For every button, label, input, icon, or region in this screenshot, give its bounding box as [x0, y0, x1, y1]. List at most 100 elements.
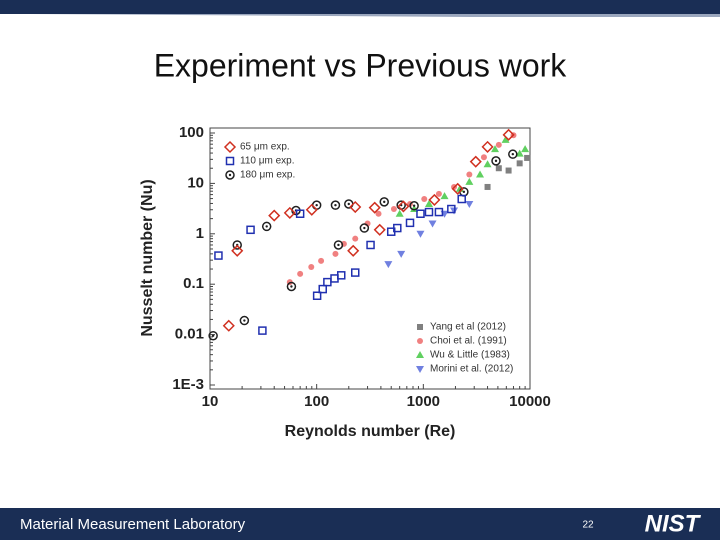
marker: [268, 209, 281, 222]
marker: [457, 194, 466, 204]
marker: [323, 277, 332, 287]
marker: [305, 203, 318, 216]
marker: [336, 271, 346, 280]
marker: [435, 190, 442, 197]
x-tick-label: 10: [202, 393, 219, 410]
legend-marker: [223, 140, 237, 154]
marker: [440, 192, 449, 200]
marker: [283, 206, 296, 219]
marker: [246, 225, 255, 235]
marker: [297, 270, 304, 277]
marker: [261, 221, 272, 232]
legend-marker: [225, 170, 235, 180]
marker: [222, 319, 235, 332]
footer-bar: [0, 508, 720, 540]
marker: [214, 251, 223, 260]
marker-dot: [363, 226, 366, 230]
marker: [368, 201, 381, 214]
marker-dot: [315, 203, 318, 207]
marker: [521, 145, 530, 153]
marker: [352, 235, 359, 242]
x-tick-label: 1000: [407, 393, 440, 410]
marker: [451, 182, 464, 195]
x-axis-label: Reynolds number (Re): [285, 423, 456, 440]
marker: [347, 244, 360, 257]
marker: [232, 240, 242, 250]
marker: [495, 165, 502, 172]
marker: [286, 281, 297, 292]
footer-text: Material Measurement Laboratory: [20, 516, 246, 533]
marker: [491, 156, 501, 166]
marker: [424, 207, 434, 217]
marker: [332, 250, 339, 257]
marker: [505, 167, 512, 174]
marker: [416, 209, 425, 218]
marker-dot: [347, 202, 350, 206]
marker: [495, 141, 502, 148]
marker: [208, 330, 218, 341]
legend-marker: [417, 324, 423, 330]
marker: [508, 149, 518, 159]
marker: [424, 200, 433, 208]
marker-dot: [265, 225, 268, 228]
legend-label: 110 μm exp.: [240, 156, 295, 167]
marker: [481, 140, 494, 153]
marker: [416, 230, 425, 238]
marker: [390, 206, 397, 213]
marker-dot: [383, 200, 386, 204]
marker: [384, 261, 393, 269]
top-accent: [30, 14, 720, 17]
marker-dot: [462, 190, 466, 194]
marker: [466, 171, 473, 178]
marker: [409, 201, 419, 211]
y-tick-label: 0.01: [175, 326, 204, 343]
marker: [465, 177, 474, 185]
marker-dot: [243, 319, 246, 322]
marker: [397, 200, 410, 213]
marker: [351, 268, 360, 277]
x-tick-label: 10000: [509, 393, 551, 410]
marker: [491, 145, 500, 153]
y-tick-label: 0.1: [183, 275, 204, 292]
marker: [295, 209, 305, 218]
marker: [258, 326, 267, 335]
legend-marker: [225, 156, 235, 166]
marker-dot: [412, 204, 416, 207]
y-tick-label: 100: [179, 124, 204, 141]
legend-marker: [417, 338, 423, 344]
marker-dot: [228, 173, 232, 177]
marker: [476, 170, 485, 178]
marker: [366, 240, 375, 250]
marker: [393, 223, 402, 233]
marker: [312, 291, 322, 300]
y-axis-label: Nusselt number (Nu): [139, 179, 156, 336]
logo: NIST: [645, 510, 702, 537]
top-bar: [0, 0, 720, 14]
legend-label: Morini et al. (2012): [430, 364, 513, 375]
marker: [484, 183, 491, 190]
marker: [480, 154, 487, 161]
marker: [231, 244, 244, 257]
marker: [349, 200, 362, 214]
marker: [379, 197, 389, 207]
legend-label: Yang et al (2012): [430, 322, 506, 333]
marker: [318, 284, 327, 294]
marker: [501, 135, 510, 143]
y-tick-label: 1: [196, 225, 204, 242]
marker-dot: [290, 285, 293, 288]
marker: [318, 257, 325, 264]
marker: [515, 149, 524, 157]
chart: Reynolds number (Re) Nusselt number (Nu)…: [139, 124, 551, 440]
legend-marker: [416, 366, 424, 373]
marker: [447, 204, 456, 214]
marker: [373, 223, 386, 236]
marker: [239, 315, 250, 326]
page-number: 22: [582, 520, 594, 531]
marker: [308, 263, 315, 270]
marker: [410, 205, 419, 213]
marker: [516, 160, 523, 167]
marker: [359, 223, 370, 233]
marker: [333, 240, 344, 250]
marker: [397, 250, 406, 258]
legend-label: Wu & Little (1983): [430, 350, 510, 361]
